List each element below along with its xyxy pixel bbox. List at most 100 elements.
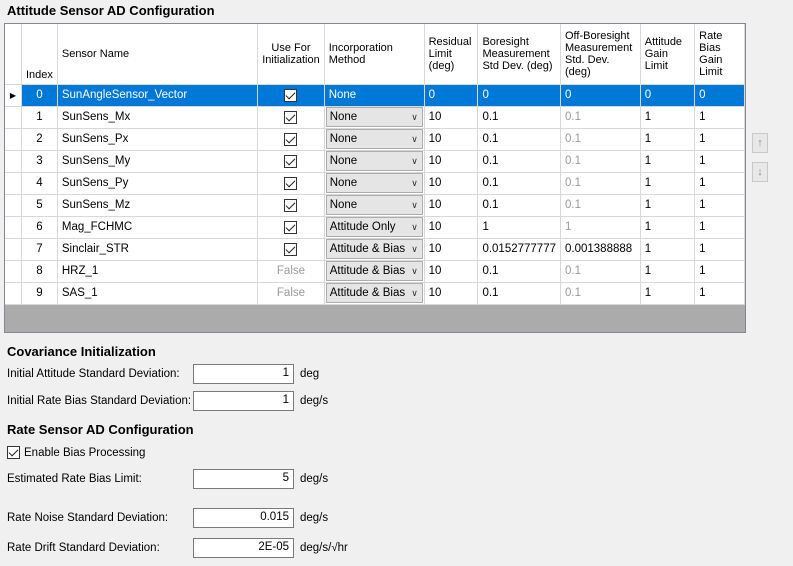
enable-bias-checkbox-box[interactable] <box>7 446 20 459</box>
method-cell[interactable]: None ∨ <box>324 172 425 195</box>
table-row[interactable]: 8 HRZ_1 False Attitude & Bias ∨ 10 0.1 0.1 1 1 <box>5 260 745 283</box>
residual-cell[interactable]: 10 <box>424 150 479 173</box>
sensor-name-cell[interactable]: SunSens_Mz <box>57 194 259 217</box>
attitude-gain-cell[interactable]: 1 <box>640 260 696 283</box>
method-dropdown[interactable]: None ∨ <box>325 195 423 215</box>
table-row[interactable]: 7 Sinclair_STR Attitude & Bias ∨ 10 0.0152777… <box>5 238 745 261</box>
sensor-name-cell[interactable]: SunSens_Py <box>57 172 259 195</box>
chevron-down-icon[interactable]: ∨ <box>406 108 422 126</box>
method-dropdown[interactable]: None ∨ <box>325 129 423 149</box>
residual-cell[interactable]: 0 <box>424 84 479 107</box>
use-init-text[interactable]: False <box>276 287 306 299</box>
method-cell[interactable]: Attitude Only ∨ <box>324 216 425 239</box>
table-row[interactable]: 3 SunSens_My None ∨ 10 0.1 0.1 1 1 <box>5 150 745 173</box>
col-header-index[interactable]: Index <box>21 24 58 85</box>
sensor-name-cell[interactable]: Sinclair_STR <box>57 238 259 261</box>
method-cell[interactable]: Attitude & Bias ∨ <box>324 238 425 261</box>
attitude-gain-cell[interactable]: 1 <box>640 282 696 305</box>
sensor-name-cell[interactable]: Mag_FCHMC <box>57 216 259 239</box>
enable-bias-checkbox[interactable]: Enable Bias Processing <box>7 446 145 459</box>
rate-gain-cell[interactable]: 1 <box>694 216 745 239</box>
rate-drift-input[interactable]: 2E-05 <box>193 538 294 558</box>
off-boresight-cell[interactable]: 0.1 <box>560 282 641 305</box>
residual-cell[interactable]: 10 <box>424 238 479 261</box>
table-row[interactable]: 4 SunSens_Py None ∨ 10 0.1 0.1 1 1 <box>5 172 745 195</box>
use-init-checkbox[interactable] <box>284 154 298 168</box>
use-init-cell[interactable] <box>257 172 325 195</box>
boresight-cell[interactable]: 0.1 <box>477 172 561 195</box>
rate-noise-input[interactable]: 0.015 <box>193 508 294 528</box>
use-init-checkbox[interactable] <box>284 198 298 212</box>
chevron-down-icon[interactable]: ∨ <box>406 130 422 148</box>
chevron-down-icon[interactable]: ∨ <box>406 284 422 302</box>
off-boresight-cell[interactable]: 0.1 <box>560 194 641 217</box>
index-cell[interactable]: 9 <box>21 282 58 305</box>
chevron-down-icon[interactable]: ∨ <box>406 240 422 258</box>
table-row[interactable]: ▶ 0 SunAngleSensor_Vector None 0 0 0 0 0 <box>5 84 745 107</box>
off-boresight-cell[interactable]: 0.1 <box>560 150 641 173</box>
off-boresight-cell[interactable]: 0 <box>560 84 641 107</box>
use-init-cell[interactable]: False <box>257 282 325 305</box>
row-selector[interactable] <box>5 216 22 239</box>
attitude-gain-cell[interactable]: 1 <box>640 128 696 151</box>
use-init-checkbox[interactable] <box>284 220 298 234</box>
method-dropdown[interactable]: Attitude & Bias ∨ <box>325 283 423 303</box>
method-cell[interactable]: None ∨ <box>324 106 425 129</box>
index-cell[interactable]: 3 <box>21 150 58 173</box>
attitude-gain-cell[interactable]: 0 <box>640 84 696 107</box>
off-boresight-cell[interactable]: 0.1 <box>560 260 641 283</box>
index-cell[interactable]: 6 <box>21 216 58 239</box>
row-selector[interactable] <box>5 128 22 151</box>
boresight-cell[interactable]: 0.0152777777 <box>477 238 561 261</box>
sensor-name-cell[interactable]: SunSens_My <box>57 150 259 173</box>
residual-cell[interactable]: 10 <box>424 106 479 129</box>
sensor-name-cell[interactable]: HRZ_1 <box>57 260 259 283</box>
boresight-cell[interactable]: 1 <box>477 216 561 239</box>
use-init-cell[interactable] <box>257 106 325 129</box>
boresight-cell[interactable]: 0.1 <box>477 194 561 217</box>
boresight-cell[interactable]: 0.1 <box>477 128 561 151</box>
rate-gain-cell[interactable]: 1 <box>694 172 745 195</box>
row-selector[interactable] <box>5 194 22 217</box>
index-cell[interactable]: 8 <box>21 260 58 283</box>
rate-gain-cell[interactable]: 0 <box>694 84 745 107</box>
use-init-cell[interactable] <box>257 150 325 173</box>
residual-cell[interactable]: 10 <box>424 128 479 151</box>
index-cell[interactable]: 4 <box>21 172 58 195</box>
col-header-use-for-init[interactable]: Use For Initialization <box>257 24 325 85</box>
boresight-cell[interactable]: 0.1 <box>477 282 561 305</box>
sensor-name-cell[interactable]: SAS_1 <box>57 282 259 305</box>
method-cell[interactable]: None <box>324 84 425 107</box>
method-dropdown[interactable]: None ∨ <box>325 151 423 171</box>
attitude-gain-cell[interactable]: 1 <box>640 238 696 261</box>
row-selector[interactable] <box>5 106 22 129</box>
off-boresight-cell[interactable]: 0.001388888 <box>560 238 641 261</box>
col-header-attitude-gain[interactable]: Attitude Gain Limit <box>640 24 696 85</box>
residual-cell[interactable]: 10 <box>424 172 479 195</box>
index-cell[interactable]: 2 <box>21 128 58 151</box>
sensor-name-cell[interactable]: SunSens_Mx <box>57 106 259 129</box>
use-init-checkbox[interactable] <box>284 88 298 102</box>
use-init-checkbox[interactable] <box>284 176 298 190</box>
row-selector[interactable] <box>5 172 22 195</box>
table-row[interactable]: 6 Mag_FCHMC Attitude Only ∨ 10 1 1 1 1 <box>5 216 745 239</box>
method-cell[interactable]: Attitude & Bias ∨ <box>324 260 425 283</box>
use-init-cell[interactable] <box>257 84 325 107</box>
off-boresight-cell[interactable]: 0.1 <box>560 106 641 129</box>
attitude-gain-cell[interactable]: 1 <box>640 150 696 173</box>
move-down-button[interactable]: ↓ <box>752 162 768 182</box>
use-init-text[interactable]: False <box>276 265 306 277</box>
use-init-cell[interactable] <box>257 238 325 261</box>
method-value[interactable]: None <box>328 89 357 101</box>
table-row[interactable]: 5 SunSens_Mz None ∨ 10 0.1 0.1 1 1 <box>5 194 745 217</box>
col-header-sensor-name[interactable]: Sensor Name <box>57 24 259 85</box>
row-selector[interactable] <box>5 260 22 283</box>
use-init-cell[interactable]: False <box>257 260 325 283</box>
rate-gain-cell[interactable]: 1 <box>694 238 745 261</box>
off-boresight-cell[interactable]: 0.1 <box>560 172 641 195</box>
col-header-rate-gain[interactable]: Rate Bias Gain Limit <box>694 24 745 85</box>
method-dropdown[interactable]: Attitude & Bias ∨ <box>325 261 423 281</box>
use-init-checkbox[interactable] <box>284 242 298 256</box>
chevron-down-icon[interactable]: ∨ <box>406 262 422 280</box>
attitude-sensor-grid[interactable]: Index Sensor Name Use For Initialization… <box>4 23 746 333</box>
